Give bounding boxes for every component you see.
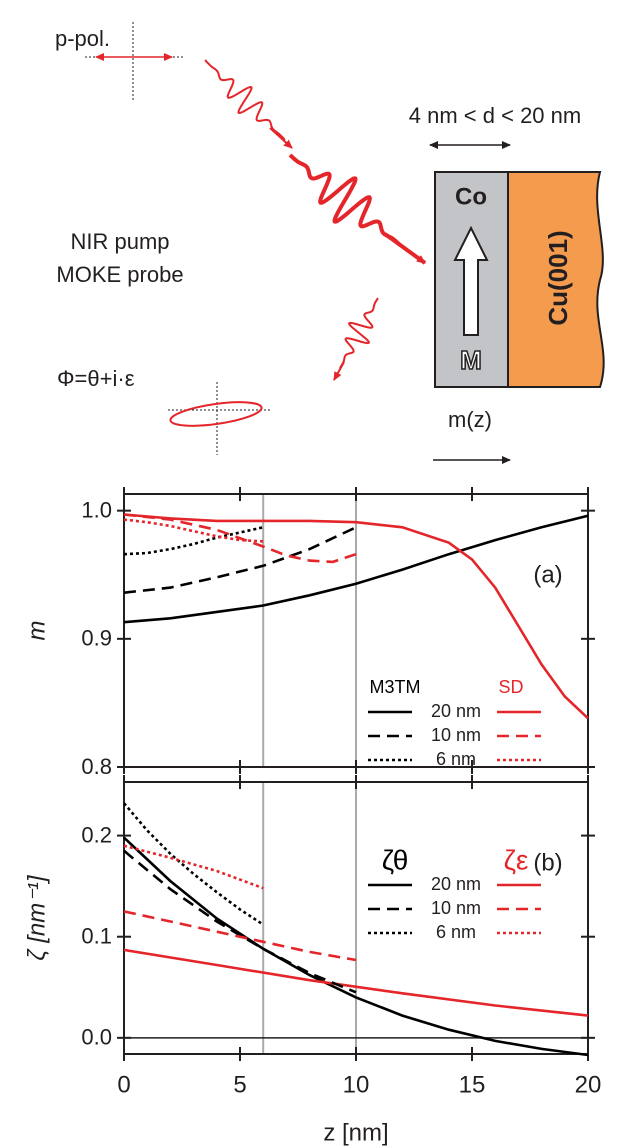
y-axis-label: m bbox=[23, 621, 50, 641]
legend-label: 20 nm bbox=[431, 874, 481, 894]
annotation: (a) bbox=[533, 561, 562, 588]
pulse-arrow bbox=[270, 128, 292, 148]
pulses bbox=[205, 60, 425, 380]
pulse bbox=[290, 155, 400, 245]
data-line bbox=[124, 803, 263, 924]
co-label: Co bbox=[455, 183, 487, 210]
x-tick-label: 10 bbox=[343, 1071, 370, 1098]
legend-label: 6 nm bbox=[436, 749, 476, 769]
x-tick-label: 15 bbox=[459, 1071, 486, 1098]
legend-header: M3TM bbox=[370, 677, 421, 697]
x-axis-label: z [nm] bbox=[323, 1119, 388, 1146]
phase-label: Φ=θ+i·ε bbox=[57, 366, 135, 391]
y-tick-label: 0.2 bbox=[81, 822, 112, 847]
legend-label: 10 nm bbox=[431, 725, 481, 745]
x-tick-label: 0 bbox=[117, 1071, 130, 1098]
y-tick-label: 1.0 bbox=[81, 497, 112, 522]
annotation: (b) bbox=[533, 849, 562, 876]
probe-label: MOKE probe bbox=[56, 262, 183, 287]
y-tick-label: 0.8 bbox=[81, 754, 112, 779]
pulse-arrow bbox=[385, 234, 425, 263]
pulse bbox=[340, 298, 378, 368]
thickness-label: 4 nm < d < 20 nm bbox=[409, 103, 581, 128]
cu-label: Cu(001) bbox=[543, 230, 573, 325]
pulse bbox=[205, 60, 285, 140]
y-tick-label: 0.1 bbox=[81, 924, 112, 949]
pulse-arrow bbox=[334, 362, 344, 380]
y-tick-label: 0.0 bbox=[81, 1025, 112, 1050]
legend-label: 6 nm bbox=[436, 922, 476, 942]
data-line bbox=[124, 851, 356, 993]
x-tick-label: 20 bbox=[575, 1071, 602, 1098]
page: p-pol. 4 nm < d < 20 nm NIR pump MOKE pr… bbox=[0, 0, 640, 1148]
legend-header: SD bbox=[498, 677, 523, 697]
schematic: p-pol. 4 nm < d < 20 nm NIR pump MOKE pr… bbox=[55, 22, 604, 460]
legend-label: 20 nm bbox=[431, 701, 481, 721]
data-line bbox=[124, 911, 356, 960]
y-tick-label: 0.9 bbox=[81, 626, 112, 651]
pol-label: p-pol. bbox=[55, 26, 110, 51]
legend-header: ζθ bbox=[382, 844, 409, 875]
x-tick-label: 5 bbox=[233, 1071, 246, 1098]
y-axis-label: ζ [nm⁻¹] bbox=[23, 874, 50, 960]
pump-label: NIR pump bbox=[70, 229, 169, 254]
figure: p-pol. 4 nm < d < 20 nm NIR pump MOKE pr… bbox=[0, 0, 640, 1148]
legend-header: ζε bbox=[504, 844, 529, 875]
polarization-ellipse bbox=[169, 398, 263, 431]
profile-label: m(z) bbox=[448, 407, 492, 432]
legend-label: 10 nm bbox=[431, 898, 481, 918]
m-label: M bbox=[460, 345, 482, 375]
